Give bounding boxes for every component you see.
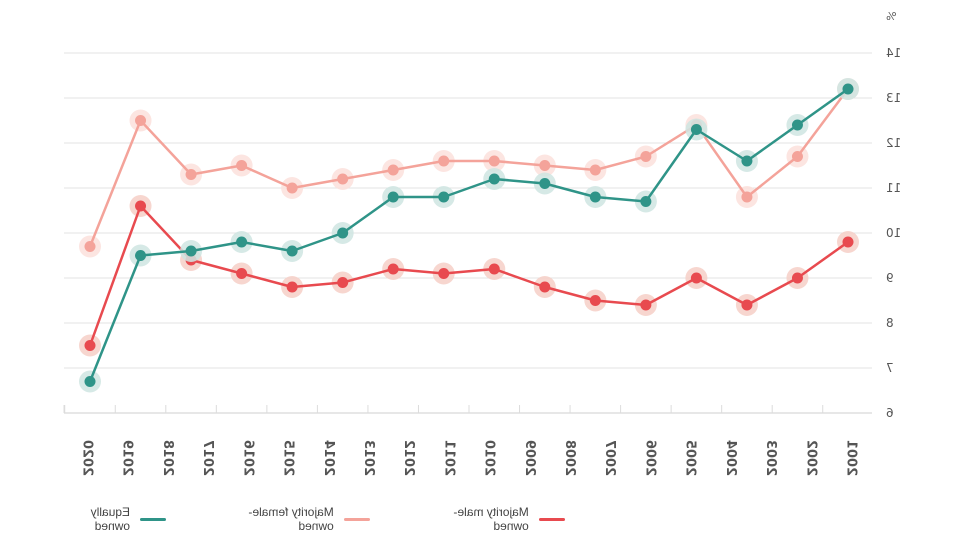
data-point	[337, 173, 349, 185]
x-tick-label: 2010	[482, 440, 497, 476]
y-tick-label: 10	[886, 226, 901, 240]
y-tick-label: 9	[886, 271, 894, 285]
x-tick-label: 2017	[200, 440, 215, 476]
data-point	[589, 295, 601, 306]
x-tick-label: 2014	[321, 440, 336, 476]
y-tick-label: 6	[886, 406, 894, 420]
legend-label-equal: Equally owned	[90, 505, 131, 533]
data-point	[236, 160, 248, 171]
x-tick-label: 2012	[401, 440, 416, 476]
series-line	[88, 204, 849, 346]
series-line	[88, 87, 849, 382]
legend-swatch-female	[343, 517, 370, 521]
y-axis: % 6 7 8 9 10 11 12 13 14	[886, 10, 901, 420]
series-line	[88, 88, 850, 247]
x-tick-label: 2020	[80, 440, 95, 476]
data-point	[488, 173, 500, 185]
data-point	[690, 272, 702, 284]
x-tick-label: 2013	[361, 440, 376, 476]
legend-item-equal[interactable]: Equally owned	[62, 505, 167, 533]
x-tick-label: 2001	[844, 440, 859, 476]
x-tick-label: 2018	[160, 440, 175, 476]
legend-swatch-equal	[140, 517, 167, 521]
data-point	[589, 191, 601, 203]
data-point	[842, 83, 854, 95]
data-point	[387, 263, 399, 275]
y-tick-label: 7	[886, 361, 894, 375]
data-point	[741, 191, 753, 203]
x-tick-label: 2016	[240, 440, 255, 476]
data-point	[791, 151, 803, 162]
data-point	[438, 191, 450, 203]
x-tick-label: 2008	[562, 440, 577, 476]
x-tick-label: 2006	[642, 440, 657, 476]
data-point	[539, 281, 551, 293]
data-point	[135, 250, 147, 261]
data-point	[286, 182, 298, 194]
legend-label-male: Majority male-owned	[453, 505, 529, 533]
data-point	[539, 178, 551, 189]
legend-label-female: Majority female-owned	[248, 505, 334, 533]
series-equally-owned	[79, 78, 859, 393]
series-layer	[79, 78, 859, 393]
x-tick-label: 2019	[120, 440, 135, 476]
legend-item-female[interactable]: Majority female-owned	[228, 505, 370, 533]
gridlines	[64, 52, 872, 414]
legend-swatch-male	[538, 517, 565, 521]
data-point	[640, 299, 652, 311]
data-point	[286, 281, 298, 293]
y-tick-label: 14	[886, 46, 901, 60]
y-tick-label: 13	[886, 91, 901, 105]
data-point	[539, 160, 551, 171]
data-point	[286, 245, 298, 257]
data-point	[84, 241, 96, 252]
y-tick-label: 11	[886, 181, 901, 195]
y-tick-label: 8	[886, 316, 894, 330]
x-axis: 2001 2002 2003 2004 2005 2006 2007 2008 2009 2010…	[63, 405, 859, 476]
data-point	[84, 376, 96, 387]
data-point	[337, 227, 349, 239]
data-point	[337, 277, 349, 288]
data-point	[640, 151, 652, 162]
x-tick-label: 2009	[522, 440, 537, 476]
data-point	[387, 191, 399, 203]
series-majority-male-owned	[79, 195, 859, 357]
x-tick-label: 2011	[441, 440, 456, 476]
data-point	[488, 263, 500, 275]
data-point	[791, 119, 803, 131]
data-point	[741, 155, 753, 167]
data-point	[438, 155, 450, 167]
data-point	[640, 196, 652, 207]
x-tick-label: 2003	[763, 440, 778, 476]
x-tick-label: 2002	[803, 440, 818, 476]
data-point	[387, 164, 399, 176]
x-tick-label: 2005	[683, 440, 698, 476]
data-point	[185, 245, 197, 257]
data-point	[135, 115, 147, 126]
data-point	[791, 272, 803, 284]
data-point	[236, 236, 248, 248]
data-point	[488, 155, 500, 167]
data-point	[589, 164, 601, 176]
x-tick-label: 2004	[723, 440, 738, 476]
legend: Majority male-owned Majority female-owne…	[0, 505, 565, 533]
legend-item-male[interactable]: Majority male-owned	[432, 505, 565, 533]
data-point	[185, 169, 197, 180]
data-point	[741, 299, 753, 311]
data-point	[842, 236, 854, 248]
data-point	[438, 268, 450, 279]
y-tick-label: 12	[886, 136, 901, 150]
x-tick-label: 2007	[602, 440, 617, 476]
y-axis-unit-label: %	[886, 10, 896, 23]
x-tick-label: 2015	[281, 440, 296, 476]
data-point	[84, 340, 96, 351]
data-point	[135, 200, 147, 212]
data-point	[690, 124, 702, 135]
data-point	[236, 268, 248, 279]
